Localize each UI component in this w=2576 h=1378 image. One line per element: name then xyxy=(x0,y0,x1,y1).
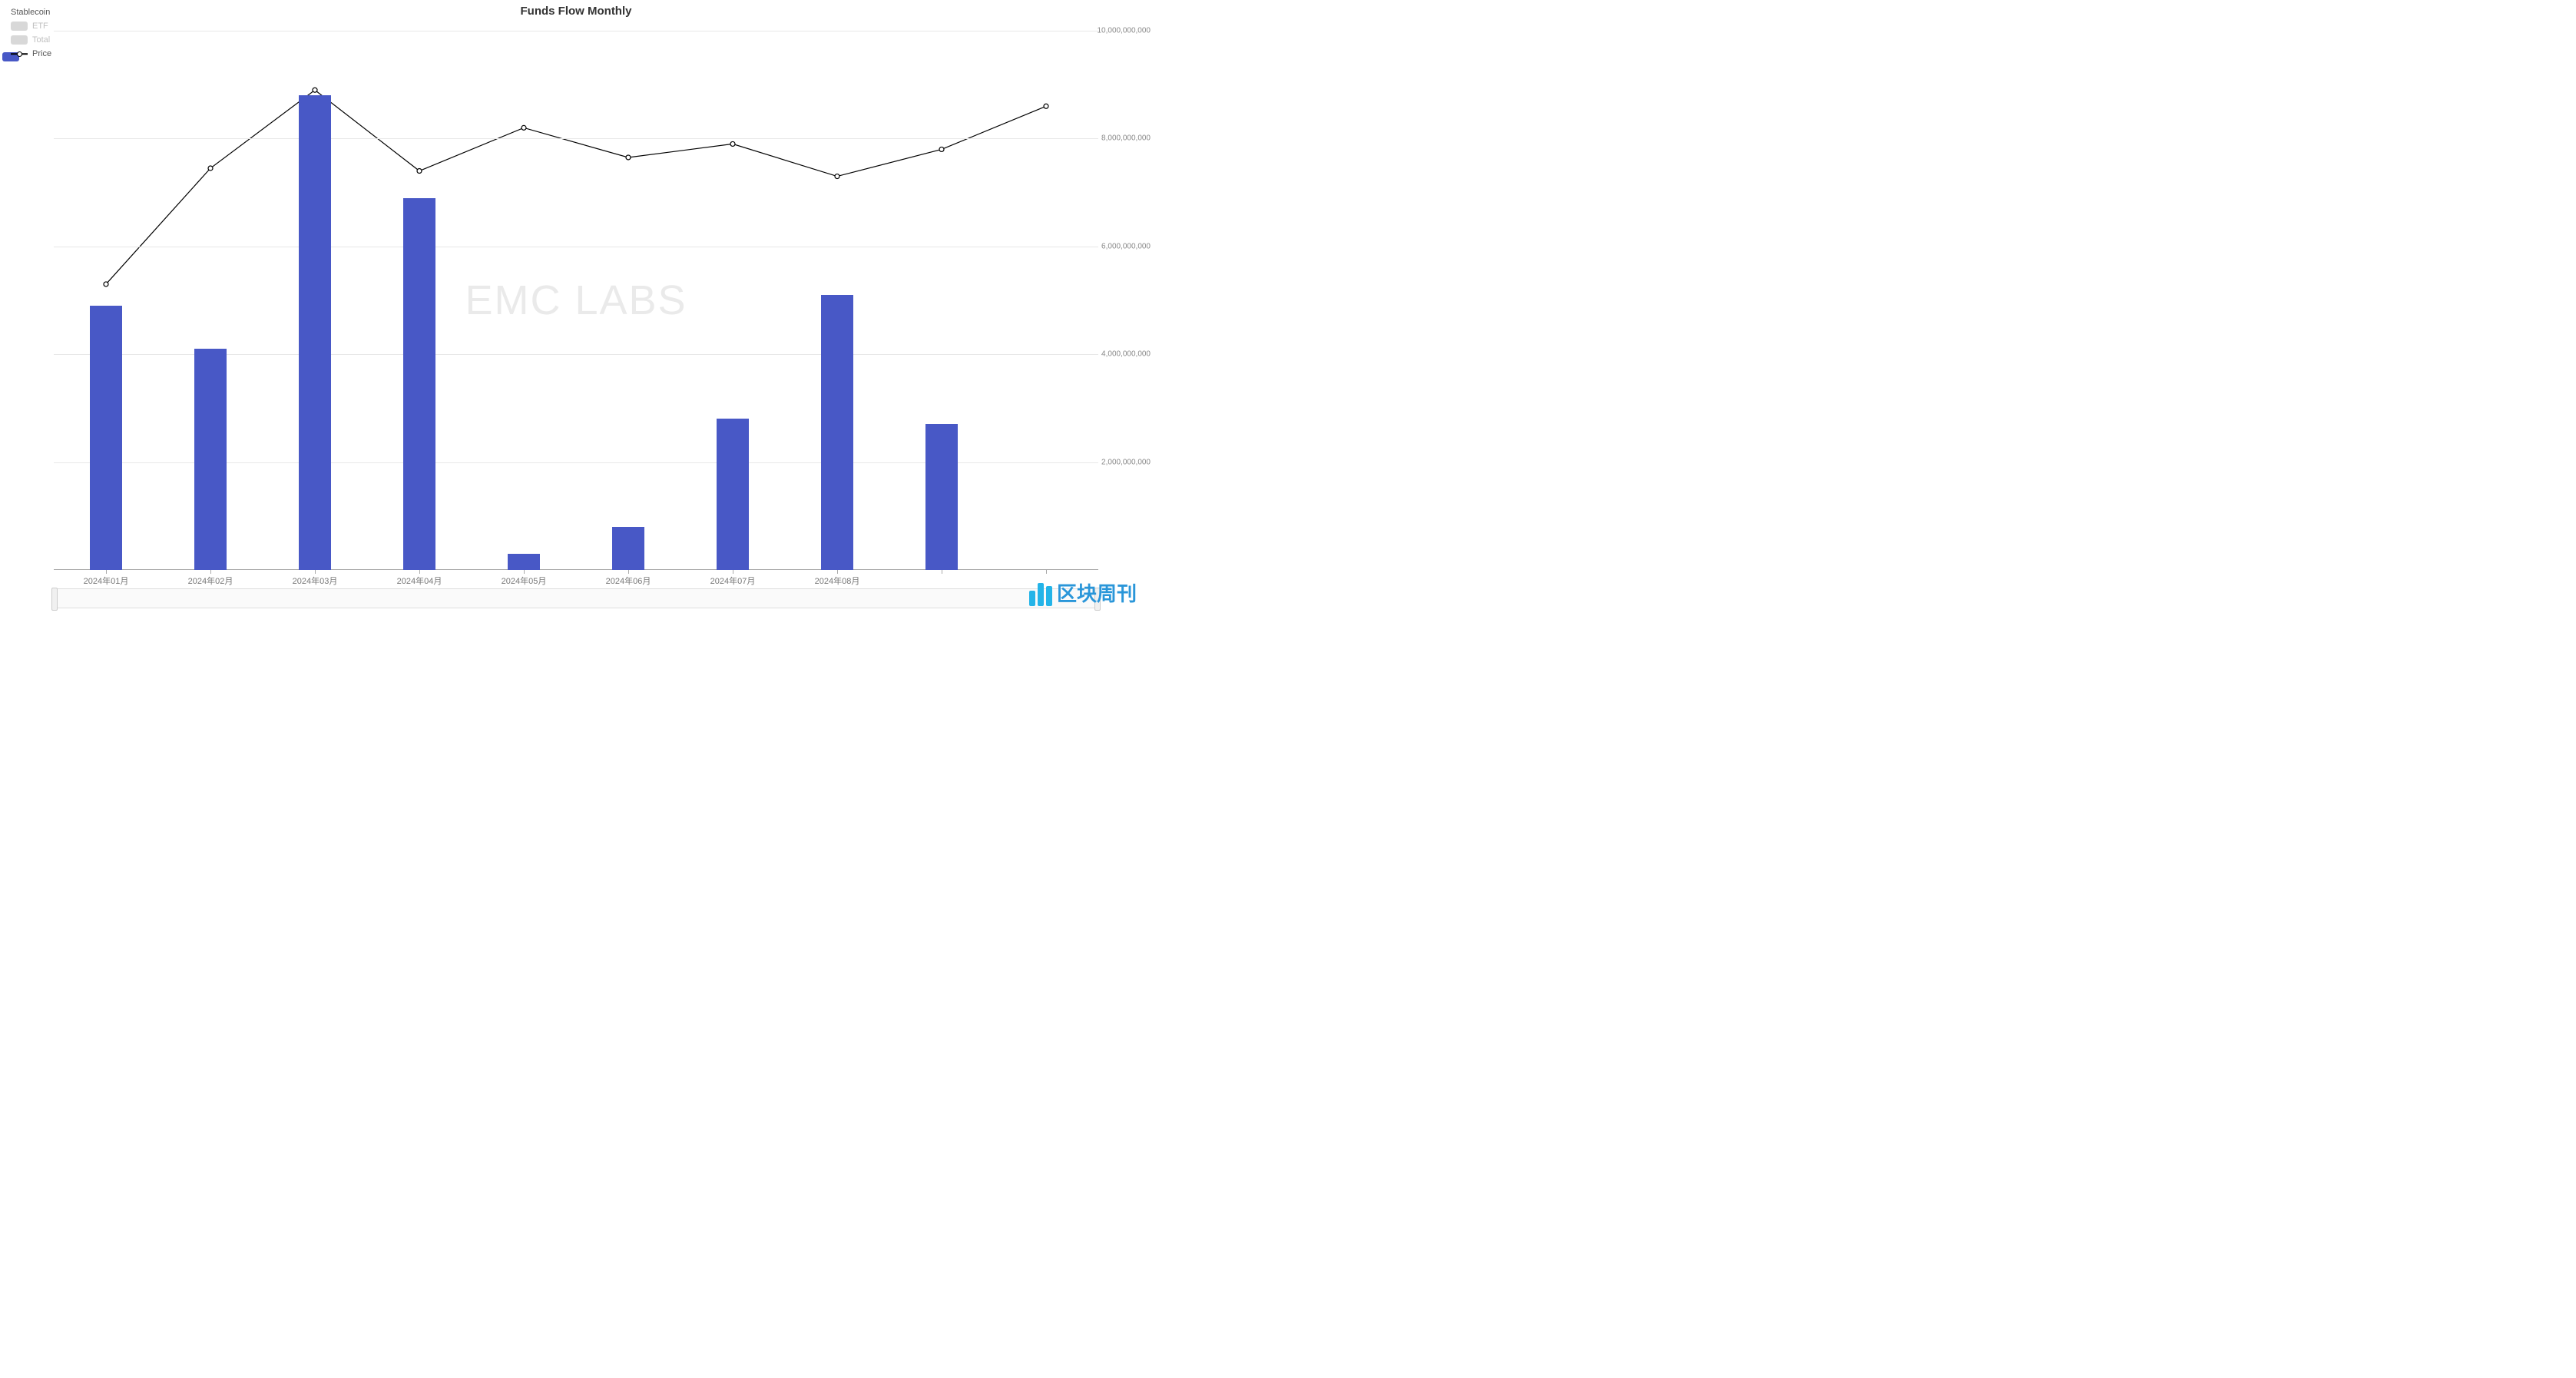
brush-handle-left[interactable] xyxy=(51,588,58,611)
y-axis-tick-label: 6,000,000,000 xyxy=(1101,242,1151,250)
price-marker[interactable] xyxy=(417,169,422,174)
bar-stablecoin[interactable] xyxy=(299,95,331,570)
legend-swatch-etf xyxy=(11,22,28,31)
bar-stablecoin[interactable] xyxy=(508,554,540,570)
bar-stablecoin[interactable] xyxy=(403,198,435,570)
logo-bar xyxy=(1038,583,1044,606)
price-marker[interactable] xyxy=(1044,104,1048,108)
y-axis-tick-label: 2,000,000,000 xyxy=(1101,458,1151,466)
plot-area: EMC LABS 2,000,000,0004,000,000,0006,000… xyxy=(54,31,1098,570)
x-axis-tick xyxy=(628,570,629,574)
x-axis-label: 2024年07月 xyxy=(710,575,756,587)
price-marker[interactable] xyxy=(626,155,631,160)
logo-bar xyxy=(1029,591,1035,606)
bar-stablecoin[interactable] xyxy=(612,527,644,570)
legend-label-price: Price xyxy=(32,49,51,58)
x-axis-tick xyxy=(837,570,838,574)
bar-stablecoin[interactable] xyxy=(90,306,122,570)
bar-stablecoin[interactable] xyxy=(821,295,853,570)
x-axis-tick xyxy=(419,570,420,574)
legend-item-total[interactable]: Total xyxy=(11,34,51,46)
gridline xyxy=(54,138,1098,139)
x-axis-tick xyxy=(106,570,107,574)
logo-bar xyxy=(1046,586,1052,606)
price-marker[interactable] xyxy=(835,174,839,179)
chart-title: Funds Flow Monthly xyxy=(521,5,632,18)
x-axis-label: 2024年02月 xyxy=(188,575,233,587)
y-axis-tick-label: 8,000,000,000 xyxy=(1101,134,1151,143)
bar-stablecoin[interactable] xyxy=(194,349,227,570)
price-marker[interactable] xyxy=(208,166,213,171)
legend-label-etf: ETF xyxy=(32,22,48,31)
y-axis-tick-label: 4,000,000,000 xyxy=(1101,350,1151,359)
bar-stablecoin[interactable] xyxy=(717,419,749,570)
legend-item-price[interactable]: Price xyxy=(11,48,51,60)
legend: Stablecoin ETF Total Price xyxy=(11,6,51,61)
price-marker[interactable] xyxy=(521,125,526,130)
legend-label-stablecoin: Stablecoin xyxy=(11,8,50,17)
bar-stablecoin[interactable] xyxy=(925,424,958,570)
logo-bars-icon xyxy=(1029,580,1052,606)
x-axis-label: 2024年08月 xyxy=(815,575,860,587)
legend-swatch-total xyxy=(11,35,28,45)
brush-selector[interactable] xyxy=(54,588,1098,608)
price-marker[interactable] xyxy=(939,147,944,151)
price-marker[interactable] xyxy=(730,141,735,146)
legend-label-total: Total xyxy=(32,35,50,45)
legend-item-etf[interactable]: ETF xyxy=(11,20,51,32)
x-axis-tick xyxy=(524,570,525,574)
x-axis-label: 2024年06月 xyxy=(606,575,651,587)
publisher-name: 区块周刊 xyxy=(1057,578,1137,607)
legend-item-stablecoin[interactable]: Stablecoin xyxy=(11,6,51,18)
x-axis-label: 2024年05月 xyxy=(502,575,547,587)
price-marker[interactable] xyxy=(104,282,108,287)
publisher-logo: 区块周刊 xyxy=(1029,578,1137,607)
x-axis-tick xyxy=(1046,570,1047,574)
price-line xyxy=(106,90,1046,284)
x-axis-label: 2024年04月 xyxy=(397,575,442,587)
legend-swatch-price xyxy=(11,49,28,58)
chart-container: Funds Flow Monthly Stablecoin ETF Total … xyxy=(0,0,1152,616)
y-axis-tick-label: 10,000,000,000 xyxy=(1097,27,1151,35)
x-axis-label: 2024年01月 xyxy=(84,575,129,587)
x-axis-label: 2024年03月 xyxy=(293,575,338,587)
x-axis-tick xyxy=(315,570,316,574)
price-marker[interactable] xyxy=(313,88,317,92)
x-axis-tick xyxy=(210,570,211,574)
